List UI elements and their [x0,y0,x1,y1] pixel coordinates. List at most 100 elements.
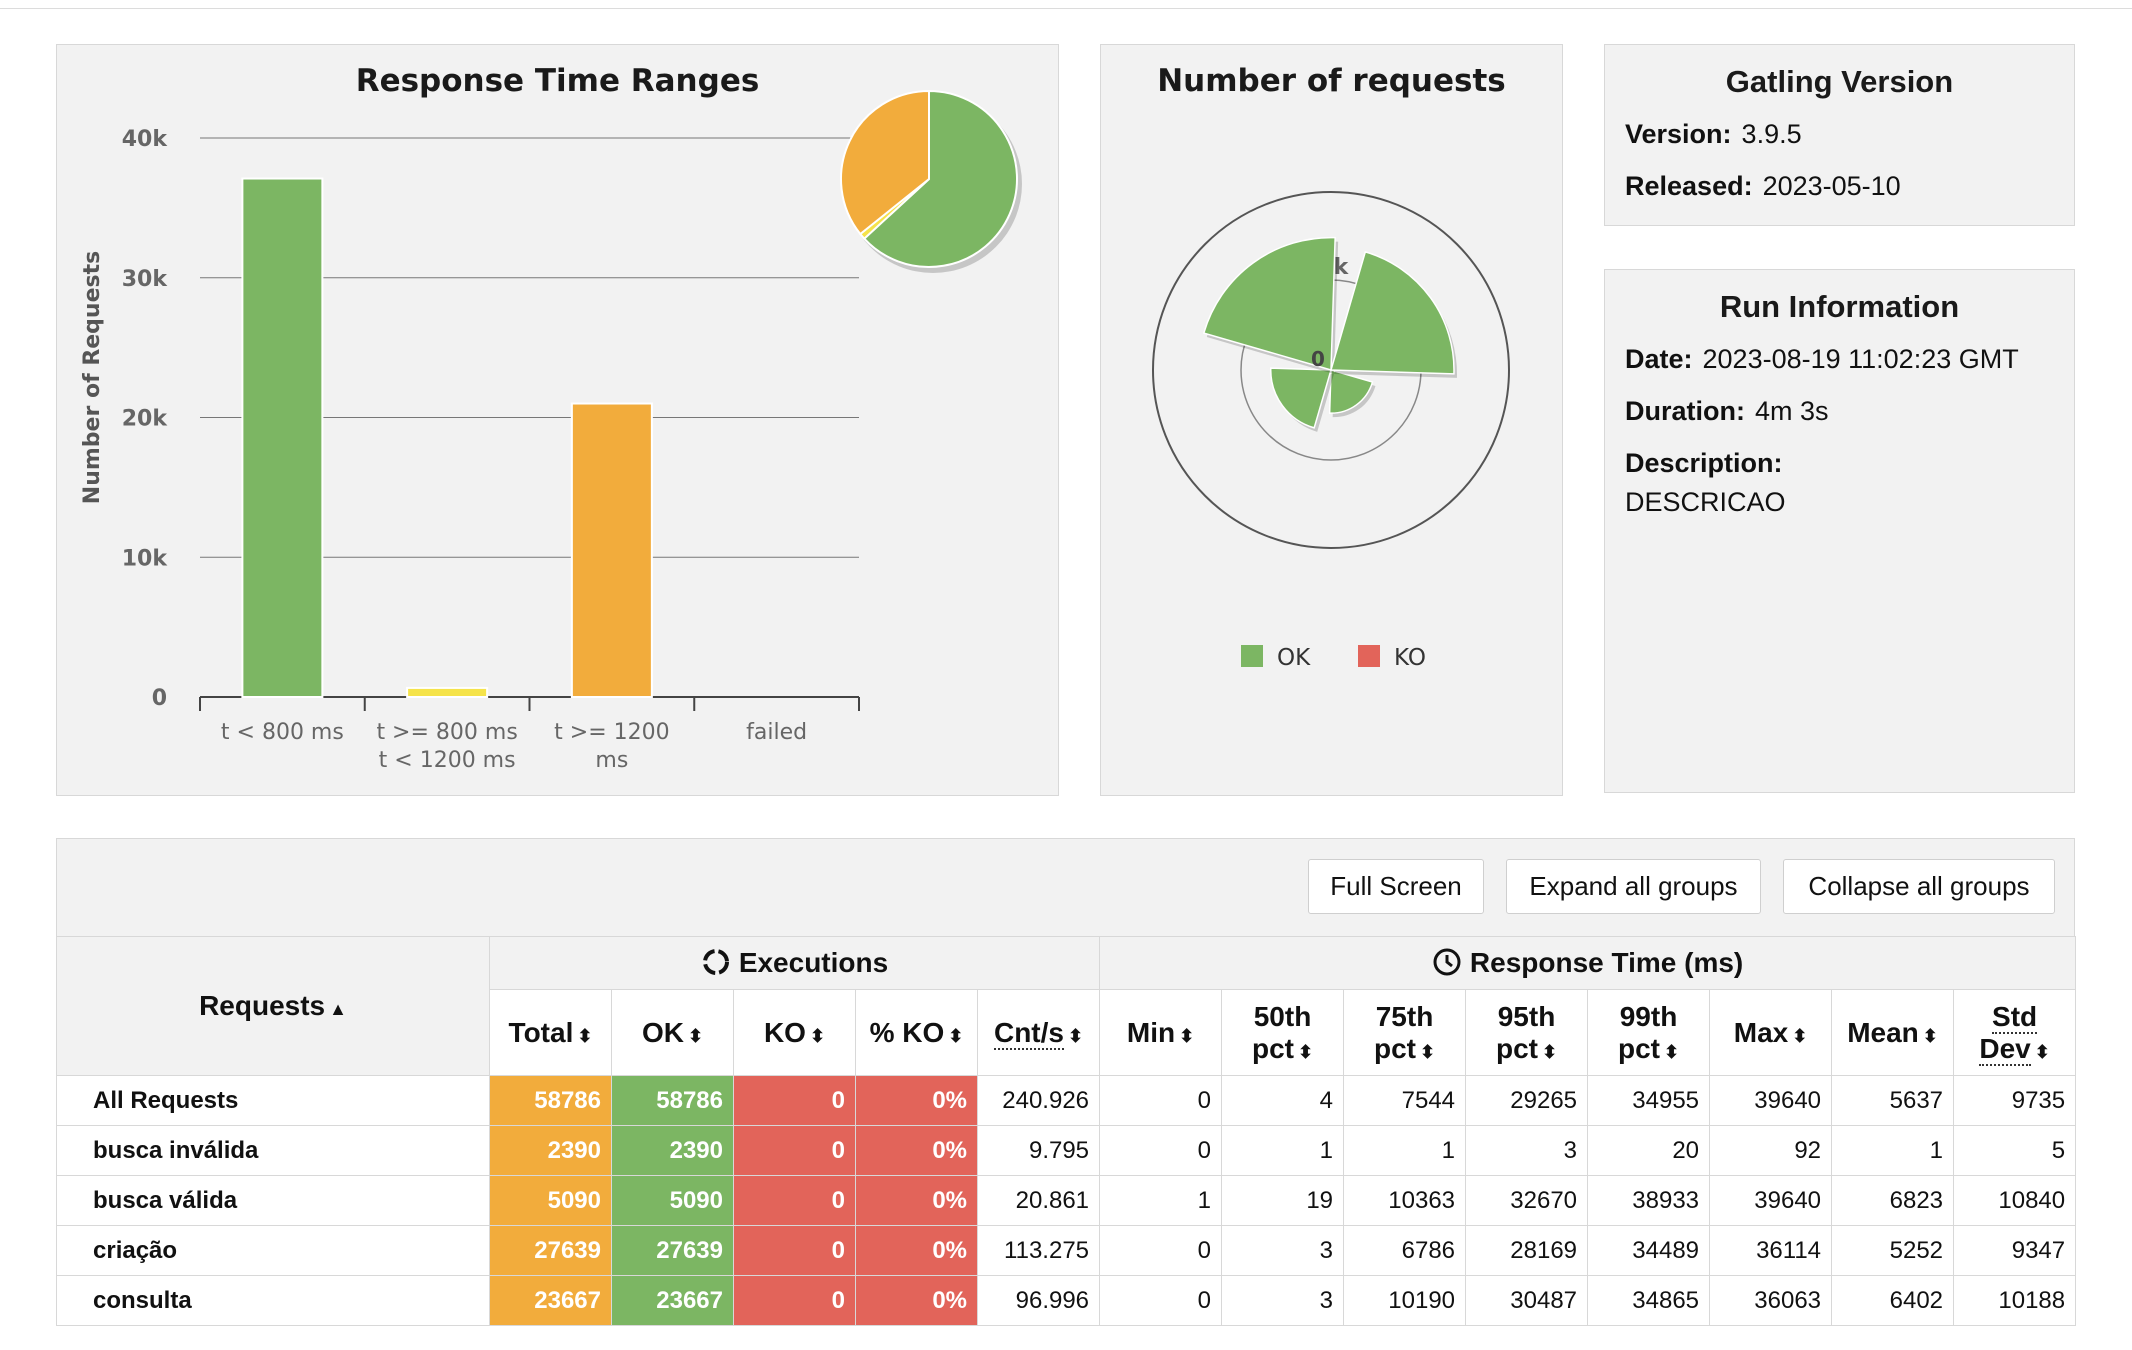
cell-total: 58786 [489,1075,612,1126]
request-name[interactable]: busca inválida [56,1125,490,1176]
cell-max: 39640 [1709,1075,1833,1126]
cell-total: 23667 [489,1275,612,1326]
cell-pko: 0% [855,1175,978,1226]
cell-mean: 5252 [1831,1225,1955,1276]
cell-ko: 0 [733,1275,856,1326]
executions-icon [702,949,729,975]
cell-p50: 19 [1221,1175,1345,1226]
polar-tick-0: 0 [1311,347,1325,371]
cell-p50: 3 [1221,1225,1345,1276]
col-pct-label: pct [1251,1032,1294,1064]
cell-p75: 6786 [1343,1225,1467,1276]
x-tick-label: t < 800 ms [221,720,344,745]
request-name[interactable]: criação [56,1225,490,1276]
cell-p99: 34865 [1587,1275,1711,1326]
requests-header[interactable]: Requests ▲ [56,936,490,1076]
duration-value: 4m 3s [1754,396,1829,426]
cell-p95: 30487 [1465,1275,1589,1326]
gatling-version-panel: Gatling Version Version: 3.9.5 Released: 2… [1604,44,2075,226]
col-max-label: Max [1733,1016,1789,1048]
cell-std: 5 [1953,1125,2077,1176]
sort-icon: ⬍ [1663,1041,1680,1062]
col-min-label: Min [1126,1016,1176,1048]
polar-slice [1328,369,1374,414]
cell-p50: 1 [1221,1125,1345,1176]
cell-pko: 0% [855,1075,978,1126]
table-row[interactable]: consulta 23667 23667 0 0% 96.996 0 3 10190 30487 3… [56,1275,2077,1326]
col-75th-label: 75th [1375,1000,1434,1032]
cell-pko: 0% [855,1225,978,1276]
legend-label-ok: OK [1277,645,1311,671]
response-time-header-label: Response Time (ms) [1469,947,1744,978]
description-value: DESCRICAO [1625,487,1786,517]
sort-icon: ⬍ [809,1025,826,1046]
col-pct-label: pct [1373,1032,1416,1064]
col-ok[interactable]: OK ⬍ [611,989,734,1076]
executions-header-label: Executions [738,947,889,978]
cell-p75: 10363 [1343,1175,1467,1226]
col-75th-pct[interactable]: 75th pct ⬍ [1343,989,1467,1076]
number-of-requests-title: Number of requests [1157,63,1506,99]
bar [241,177,324,698]
col-percent-ko[interactable]: % KO ⬍ [855,989,978,1076]
legend-swatch-ko [1358,645,1380,667]
duration-label: Duration: [1625,396,1745,426]
released-label: Released: [1625,171,1753,201]
cell-ko: 0 [733,1225,856,1276]
cell-std: 10840 [1953,1175,2077,1226]
response-time-ranges-panel: Response Time Ranges Number of Requests 0… [56,44,1059,796]
col-min[interactable]: Min ⬍ [1099,989,1223,1076]
col-99th-pct[interactable]: 99th pct ⬍ [1587,989,1711,1076]
cell-min: 0 [1099,1125,1223,1176]
cell-ok: 5090 [611,1175,734,1226]
cell-ko: 0 [733,1175,856,1226]
cell-max: 92 [1709,1125,1833,1176]
table-row[interactable]: criação 27639 27639 0 0% 113.275 0 3 6786 28169 34… [56,1225,2077,1276]
released-row: Released: 2023-05-10 [1625,171,2074,202]
cell-mean: 1 [1831,1125,1955,1176]
cell-min: 0 [1099,1075,1223,1126]
col-std-dev[interactable]: Std Dev ⬍ [1953,989,2077,1076]
cell-p95: 3 [1465,1125,1589,1176]
request-name[interactable]: All Requests [56,1075,490,1126]
cell-min: 0 [1099,1275,1223,1326]
col-total[interactable]: Total ⬍ [489,989,612,1076]
collapse-all-groups-button[interactable]: Collapse all groups [1783,859,2055,914]
request-name[interactable]: busca válida [56,1175,490,1226]
cell-total: 27639 [489,1225,612,1276]
cell-mean: 6823 [1831,1175,1955,1226]
col-cnt-per-sec-label: Cnt/s [993,1016,1064,1050]
col-pct-label: pct [1617,1032,1660,1064]
polar-slice [1330,250,1455,375]
col-mean[interactable]: Mean ⬍ [1831,989,1955,1076]
col-cnt-per-sec[interactable]: Cnt/s ⬍ [976,989,1101,1076]
bar [406,686,489,699]
y-axis-label: Number of Requests [80,251,105,504]
cell-total: 5090 [489,1175,612,1226]
cell-ok: 58786 [611,1075,734,1126]
cell-cnts: 96.996 [976,1275,1101,1326]
cell-p95: 29265 [1465,1075,1589,1126]
full-screen-button[interactable]: Full Screen [1308,859,1484,914]
col-max[interactable]: Max ⬍ [1709,989,1833,1076]
y-tick-label: 30k [122,267,169,292]
col-ko[interactable]: KO ⬍ [733,989,856,1076]
cell-p99: 20 [1587,1125,1711,1176]
cell-std: 9347 [1953,1225,2077,1276]
table-row[interactable]: busca válida 5090 5090 0 0% 20.861 1 19 10363 326… [56,1175,2077,1226]
run-information-title: Run Information [1719,289,1960,324]
col-95th-pct[interactable]: 95th pct ⬍ [1465,989,1589,1076]
version-value: 3.9.5 [1741,119,1802,149]
request-name[interactable]: consulta [56,1275,490,1326]
sort-icon: ⬍ [1419,1041,1436,1062]
table-row[interactable]: All Requests 58786 58786 0 0% 240.926 0 4 7544 29… [56,1075,2077,1126]
y-tick-label: 40k [122,127,169,152]
cell-p99: 38933 [1587,1175,1711,1226]
sort-icon: ⬍ [1179,1025,1195,1046]
table-row[interactable]: busca inválida 2390 2390 0 0% 9.795 0 1 1 3 20 92 1 5 [56,1125,2077,1176]
expand-all-groups-button[interactable]: Expand all groups [1506,859,1761,914]
col-50th-pct[interactable]: 50th pct ⬍ [1221,989,1345,1076]
cell-mean: 5637 [1831,1075,1955,1126]
date-label: Date: [1625,344,1693,374]
pie-slice [840,89,930,236]
